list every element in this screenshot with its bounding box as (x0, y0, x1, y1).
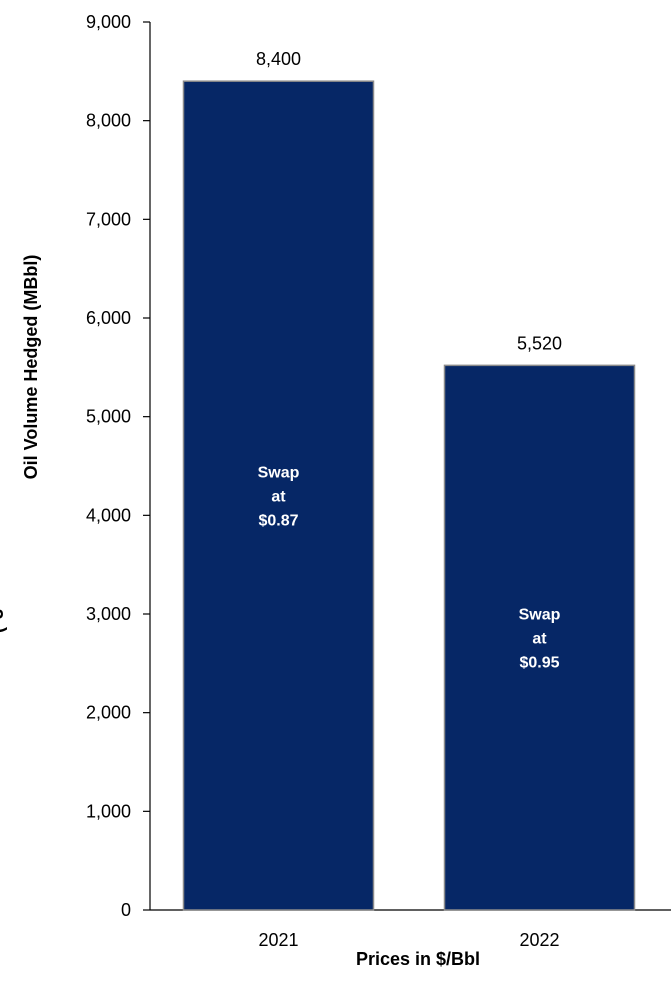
y-tick-label: 0 (121, 900, 131, 920)
plot-area: 0 1,000 2,000 3,000 4,000 5,000 6,000 7,000 8,00… (86, 12, 671, 950)
bar-2022 (443, 364, 636, 911)
y-axis-title: Oil Volume Hedged (MBbl) (21, 255, 41, 480)
x-tick-label: 2021 (258, 930, 298, 950)
y-tick-label: 6,000 (86, 308, 131, 328)
x-axis-title: Prices in $/Bbl (356, 949, 480, 969)
bar-annotation-line: at (271, 489, 286, 506)
y-tick-label: 2,000 (86, 703, 131, 723)
y-tick-label: 7,000 (86, 209, 131, 229)
y-tick-label: 3,000 (86, 604, 131, 624)
bar-value-label: 8,400 (256, 49, 301, 69)
bar-annotation-line: $0.95 (519, 655, 559, 672)
clipped-left-glyph: ( (0, 627, 7, 633)
bar-2021 (182, 80, 375, 911)
y-tick-label: 1,000 (86, 801, 131, 821)
y-tick-label: 4,000 (86, 505, 131, 525)
bar-annotation-line: Swap (258, 465, 300, 482)
bar-annotation-line: $0.87 (258, 513, 298, 530)
bar-annotation-line: at (532, 631, 547, 648)
clipped-left-glyph: 3 (0, 609, 7, 619)
x-tick-label: 2022 (519, 930, 559, 950)
y-tick-label: 9,000 (86, 12, 131, 32)
bar-value-label: 5,520 (517, 333, 562, 353)
y-tick-label: 5,000 (86, 407, 131, 427)
y-tick-label: 8,000 (86, 111, 131, 131)
bar-annotation-line: Swap (519, 607, 561, 624)
